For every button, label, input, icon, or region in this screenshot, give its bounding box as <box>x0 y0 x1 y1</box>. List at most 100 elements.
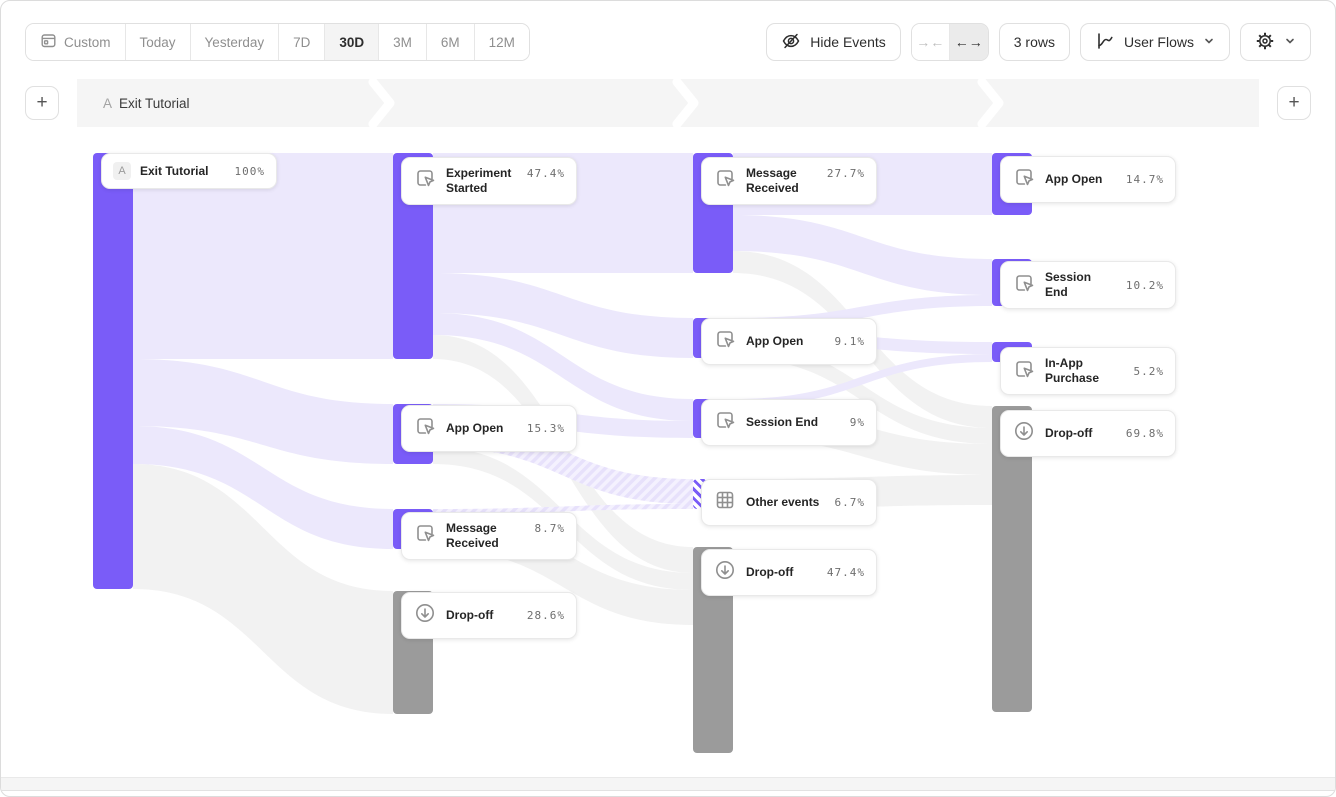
date-range-label: 30D <box>339 34 365 50</box>
hide-events-label: Hide Events <box>810 34 886 50</box>
date-range-label: Today <box>139 34 176 50</box>
date-range-3m[interactable]: 3M <box>379 24 427 60</box>
node-card-in-app-purchase[interactable]: In-App Purchase 5.2% <box>1000 347 1176 395</box>
hide-events-button[interactable]: Hide Events <box>766 23 901 61</box>
toolbar: Custom Today Yesterday 7D 30D 3M 6M 12M Hide Ev… <box>25 23 1311 61</box>
sankey-bar-exit-tutorial[interactable] <box>93 153 133 589</box>
expand-columns-button[interactable]: ←→ <box>949 24 988 60</box>
date-range-label: 6M <box>440 34 460 50</box>
sankey-ribbon[interactable] <box>133 426 393 549</box>
chart-icon <box>1095 31 1115 54</box>
date-range-custom[interactable]: Custom <box>26 24 126 60</box>
node-label: Exit Tutorial <box>140 163 209 178</box>
node-card-app-open[interactable]: App Open 15.3% <box>401 405 577 452</box>
node-card-drop-off[interactable]: Drop-off 28.6% <box>401 592 577 639</box>
sankey-ribbon[interactable] <box>133 359 393 464</box>
sankey-ribbon[interactable] <box>733 342 992 444</box>
node-label: Other events <box>746 495 820 509</box>
node-card-other-events[interactable]: Other events 6.7% <box>701 479 877 526</box>
add-start-event-button[interactable]: + <box>25 86 59 120</box>
event-icon <box>1012 357 1036 386</box>
date-range-today[interactable]: Today <box>125 24 191 60</box>
node-card-session-end[interactable]: Session End 9% <box>701 399 877 446</box>
event-icon <box>1012 271 1036 300</box>
rows-button[interactable]: 3 rows <box>998 23 1070 61</box>
node-percentage: 28.6% <box>526 609 565 622</box>
event-icon <box>413 521 437 550</box>
sankey-ribbon[interactable] <box>133 153 393 359</box>
date-range-label: Custom <box>64 34 111 50</box>
node-percentage: 14.7% <box>1125 173 1164 186</box>
dropoff-icon <box>1012 419 1036 448</box>
gear-icon <box>1255 31 1275 54</box>
view-selector-label: User Flows <box>1123 34 1194 50</box>
dropoff-icon <box>713 558 737 587</box>
node-label: App Open <box>446 421 504 435</box>
node-percentage: 9.1% <box>834 335 865 348</box>
flow-bar[interactable]: A Exit Tutorial <box>77 79 1259 127</box>
node-percentage: 8.7% <box>534 522 565 535</box>
node-card-drop-off[interactable]: Drop-off 47.4% <box>701 549 877 596</box>
collapse-expand-control: →← ←→ <box>910 23 989 61</box>
add-end-event-button[interactable]: + <box>1277 86 1311 120</box>
date-range-control: Custom Today Yesterday 7D 30D 3M 6M 12M <box>25 23 530 61</box>
flow-letter-badge: A <box>103 95 113 111</box>
node-percentage: 6.7% <box>834 496 865 509</box>
node-label: App Open <box>1045 172 1103 186</box>
rows-label: 3 rows <box>1013 34 1055 50</box>
sankey-ribbon[interactable] <box>433 273 693 358</box>
node-card-app-open[interactable]: App Open 9.1% <box>701 318 877 365</box>
grid-icon <box>713 488 737 517</box>
node-card-drop-off[interactable]: Drop-off 69.8% <box>1000 410 1176 457</box>
node-card-exit-tutorial[interactable]: A Exit Tutorial 100% <box>101 153 277 189</box>
node-label: Session End <box>746 415 819 429</box>
node-label: App Open <box>746 334 804 348</box>
collapse-columns-button[interactable]: →← <box>911 24 950 60</box>
node-label: Session End <box>1045 270 1092 299</box>
view-selector-button[interactable]: User Flows <box>1079 23 1230 61</box>
flow-header-row: + A Exit Tutorial + <box>25 79 1311 127</box>
node-label: Experiment Started <box>446 166 512 195</box>
node-label: Message Received <box>446 521 499 550</box>
event-icon <box>1012 165 1036 194</box>
calendar-icon <box>40 32 57 52</box>
date-range-yesterday[interactable]: Yesterday <box>190 24 280 60</box>
flow-name: Exit Tutorial <box>119 95 190 111</box>
toolbar-right: Hide Events →← ←→ 3 rows <box>766 23 1311 61</box>
node-card-experiment-started[interactable]: Experiment Started 47.4% <box>401 157 577 205</box>
node-percentage: 47.4% <box>526 167 565 180</box>
node-card-session-end[interactable]: Session End 10.2% <box>1000 261 1176 309</box>
node-card-message-received[interactable]: Message Received 27.7% <box>701 157 877 205</box>
settings-button[interactable] <box>1240 23 1311 61</box>
event-icon <box>713 327 737 356</box>
date-range-7d[interactable]: 7D <box>279 24 326 60</box>
date-range-label: 7D <box>293 34 311 50</box>
collapse-icon: →← <box>916 34 945 50</box>
sankey-bar-drop-off[interactable] <box>992 406 1032 712</box>
expand-icon: ←→ <box>954 34 983 50</box>
date-range-30d[interactable]: 30D <box>325 24 380 60</box>
event-icon <box>713 408 737 437</box>
node-card-message-received[interactable]: Message Received 8.7% <box>401 512 577 560</box>
sankey-ribbon[interactable] <box>733 215 992 295</box>
node-percentage: 69.8% <box>1125 427 1164 440</box>
node-percentage: 10.2% <box>1125 278 1164 292</box>
chevron-down-icon <box>1203 34 1215 50</box>
node-label: Drop-off <box>446 608 494 622</box>
flow-title: A Exit Tutorial <box>103 79 190 127</box>
sankey-ribbon[interactable] <box>133 464 393 714</box>
event-icon <box>413 166 437 195</box>
date-range-6m[interactable]: 6M <box>426 24 475 60</box>
sankey-ribbon[interactable] <box>733 354 992 407</box>
node-percentage: 47.4% <box>826 566 865 579</box>
sankey-ribbon[interactable] <box>433 313 693 421</box>
column-chevron-separators <box>368 79 1004 127</box>
date-range-12m[interactable]: 12M <box>474 24 529 60</box>
dropoff-icon <box>413 601 437 630</box>
node-percentage: 15.3% <box>526 422 565 435</box>
sankey-ribbon[interactable] <box>433 504 693 514</box>
node-percentage: 27.7% <box>826 167 865 180</box>
node-card-app-open[interactable]: App Open 14.7% <box>1000 156 1176 203</box>
